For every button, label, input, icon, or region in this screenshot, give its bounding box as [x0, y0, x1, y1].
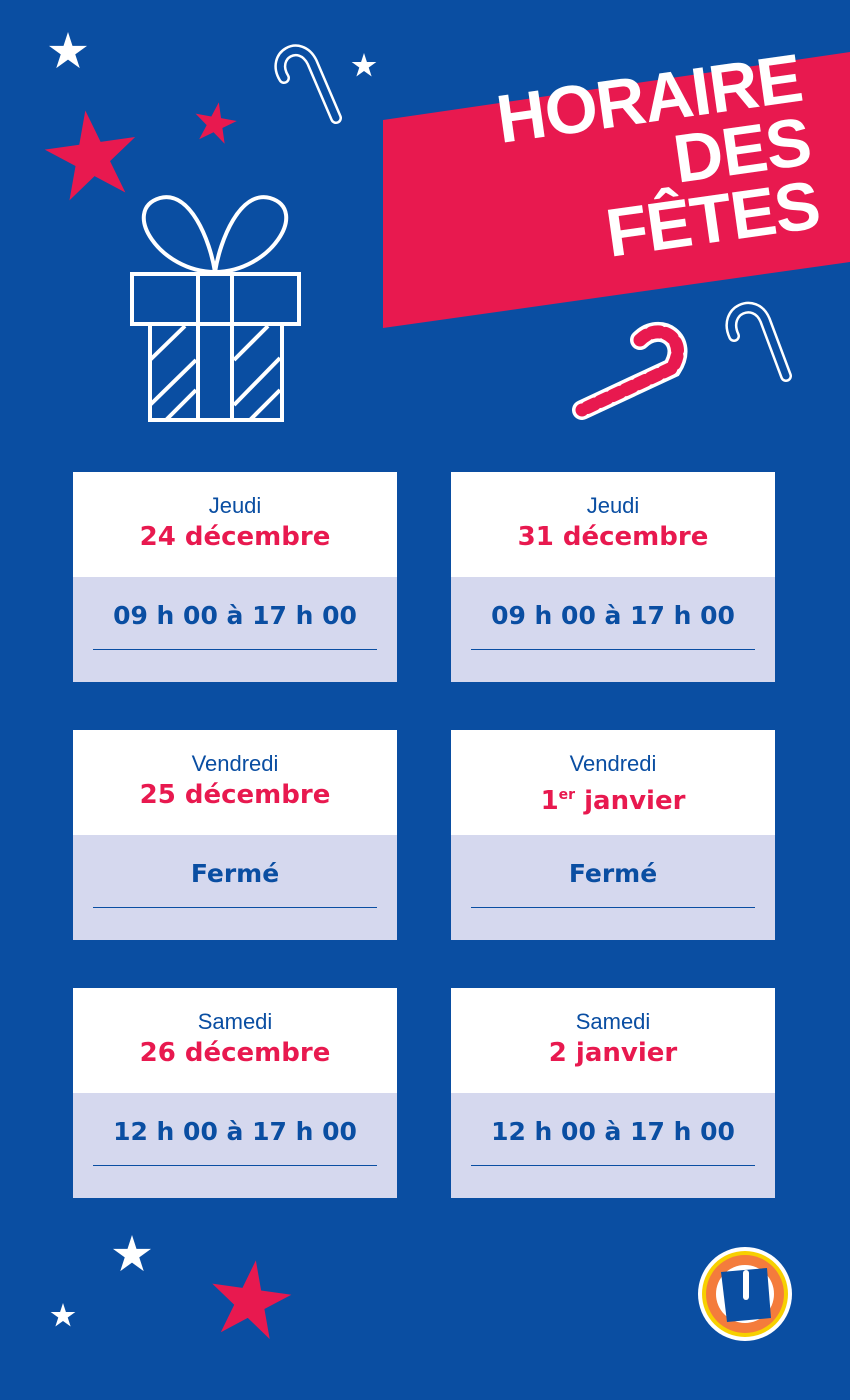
schedule-card: Jeudi 31 décembre 09 h 00 à 17 h 00 — [451, 472, 775, 682]
star-icon — [205, 1254, 296, 1342]
date-superscript: er — [558, 787, 576, 803]
star-icon — [112, 1235, 152, 1272]
date-label: 31 décembre — [517, 522, 709, 552]
star-icon — [48, 32, 88, 69]
day-label: Jeudi — [208, 493, 262, 518]
star-icon — [351, 53, 377, 77]
hours-label: 09 h 00 à 17 h 00 — [491, 601, 735, 630]
date-number: 1 — [540, 786, 559, 816]
day-label: Vendredi — [569, 751, 657, 776]
candy-cane-icon — [276, 47, 340, 122]
hours-label: Fermé — [568, 859, 658, 888]
divider — [471, 1165, 755, 1166]
date-label: 2 janvier — [548, 1038, 678, 1068]
day-label: Vendredi — [191, 751, 279, 776]
divider — [93, 1165, 377, 1166]
date-label: 24 décembre — [139, 522, 331, 552]
divider — [93, 907, 377, 908]
divider — [471, 907, 755, 908]
divider — [93, 649, 377, 650]
date-label: 25 décembre — [139, 780, 331, 810]
page-title: HORAIRE DES FÊTES — [440, 40, 824, 286]
logo — [698, 1247, 792, 1341]
hours-label: Fermé — [190, 859, 280, 888]
day-label: Jeudi — [586, 493, 640, 518]
schedule-card: Vendredi 25 décembre Fermé — [73, 730, 397, 940]
gift-icon — [130, 195, 301, 422]
star-icon — [50, 1303, 76, 1327]
schedule-card: Jeudi 24 décembre 09 h 00 à 17 h 00 — [73, 472, 397, 682]
day-label: Samedi — [575, 1009, 651, 1034]
hours-label: 12 h 00 à 17 h 00 — [113, 1117, 357, 1146]
star-icon — [191, 98, 240, 146]
schedule-card: Samedi 26 décembre 12 h 00 à 17 h 00 — [73, 988, 397, 1198]
divider — [471, 649, 755, 650]
date-label: 1er janvier — [451, 778, 775, 818]
candy-cane-icon — [725, 301, 792, 382]
hours-label: 12 h 00 à 17 h 00 — [491, 1117, 735, 1146]
day-label: Samedi — [197, 1009, 273, 1034]
candy-cane-icon — [572, 321, 688, 420]
date-label: 26 décembre — [139, 1038, 331, 1068]
hours-label: 09 h 00 à 17 h 00 — [113, 601, 357, 630]
date-month: janvier — [575, 786, 686, 816]
star-icon — [40, 104, 143, 203]
schedule-card: Samedi 2 janvier 12 h 00 à 17 h 00 — [451, 988, 775, 1198]
banner-background — [383, 52, 850, 328]
schedule-card: Vendredi 1er janvier Fermé — [451, 730, 775, 940]
